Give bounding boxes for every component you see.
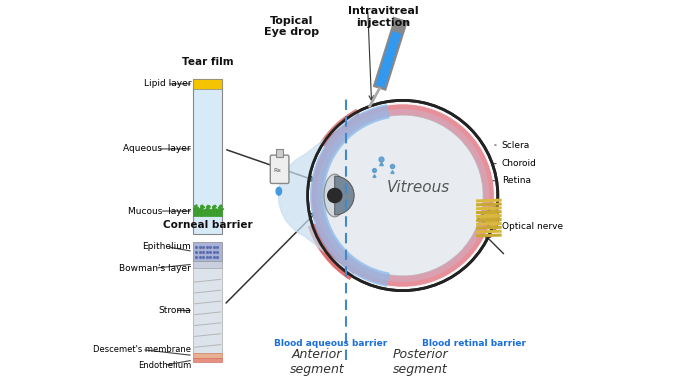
FancyBboxPatch shape [276,149,283,157]
Text: Posterior
segment: Posterior segment [393,348,448,376]
FancyBboxPatch shape [193,268,222,353]
Wedge shape [319,109,403,196]
Text: Descemet's membrane: Descemet's membrane [93,345,191,355]
Text: Anterior
segment: Anterior segment [290,348,345,376]
Polygon shape [278,109,362,282]
Text: Stroma: Stroma [158,306,191,315]
FancyBboxPatch shape [193,261,222,268]
Circle shape [327,188,342,203]
Circle shape [312,104,494,287]
FancyBboxPatch shape [193,79,222,89]
Text: Lipid layer: Lipid layer [144,79,191,88]
Text: Retina: Retina [489,176,531,185]
Text: Rx: Rx [274,168,282,173]
Text: Choroid: Choroid [493,159,536,168]
Text: Blood retinal barrier: Blood retinal barrier [423,339,527,348]
Text: Epithelium: Epithelium [142,242,191,251]
Text: Mucous  layer: Mucous layer [128,206,191,215]
Wedge shape [477,206,499,230]
Circle shape [323,115,483,276]
Circle shape [308,100,498,291]
FancyBboxPatch shape [193,242,222,261]
Text: Vitreous: Vitreous [386,180,450,195]
Polygon shape [311,105,389,286]
Text: Aqueous  layer: Aqueous layer [123,144,191,153]
Text: Blood aqueous barrier: Blood aqueous barrier [274,339,388,348]
FancyBboxPatch shape [193,353,222,358]
Wedge shape [308,196,403,280]
Ellipse shape [324,174,345,217]
Text: Corneal barrier: Corneal barrier [163,221,252,230]
Wedge shape [335,176,354,215]
Text: Tear film: Tear film [182,57,234,67]
Text: Sclera: Sclera [495,140,530,149]
Text: Intravitreal
injection: Intravitreal injection [348,6,419,28]
Circle shape [316,109,489,282]
FancyBboxPatch shape [193,358,222,362]
Text: Endothelium: Endothelium [138,361,191,369]
Polygon shape [276,187,282,195]
Text: Optical nerve: Optical nerve [477,222,563,231]
Text: Bowman's layer: Bowman's layer [119,264,191,273]
Text: Topical
Eye drop: Topical Eye drop [264,16,320,38]
FancyBboxPatch shape [271,155,289,183]
FancyBboxPatch shape [193,79,222,234]
